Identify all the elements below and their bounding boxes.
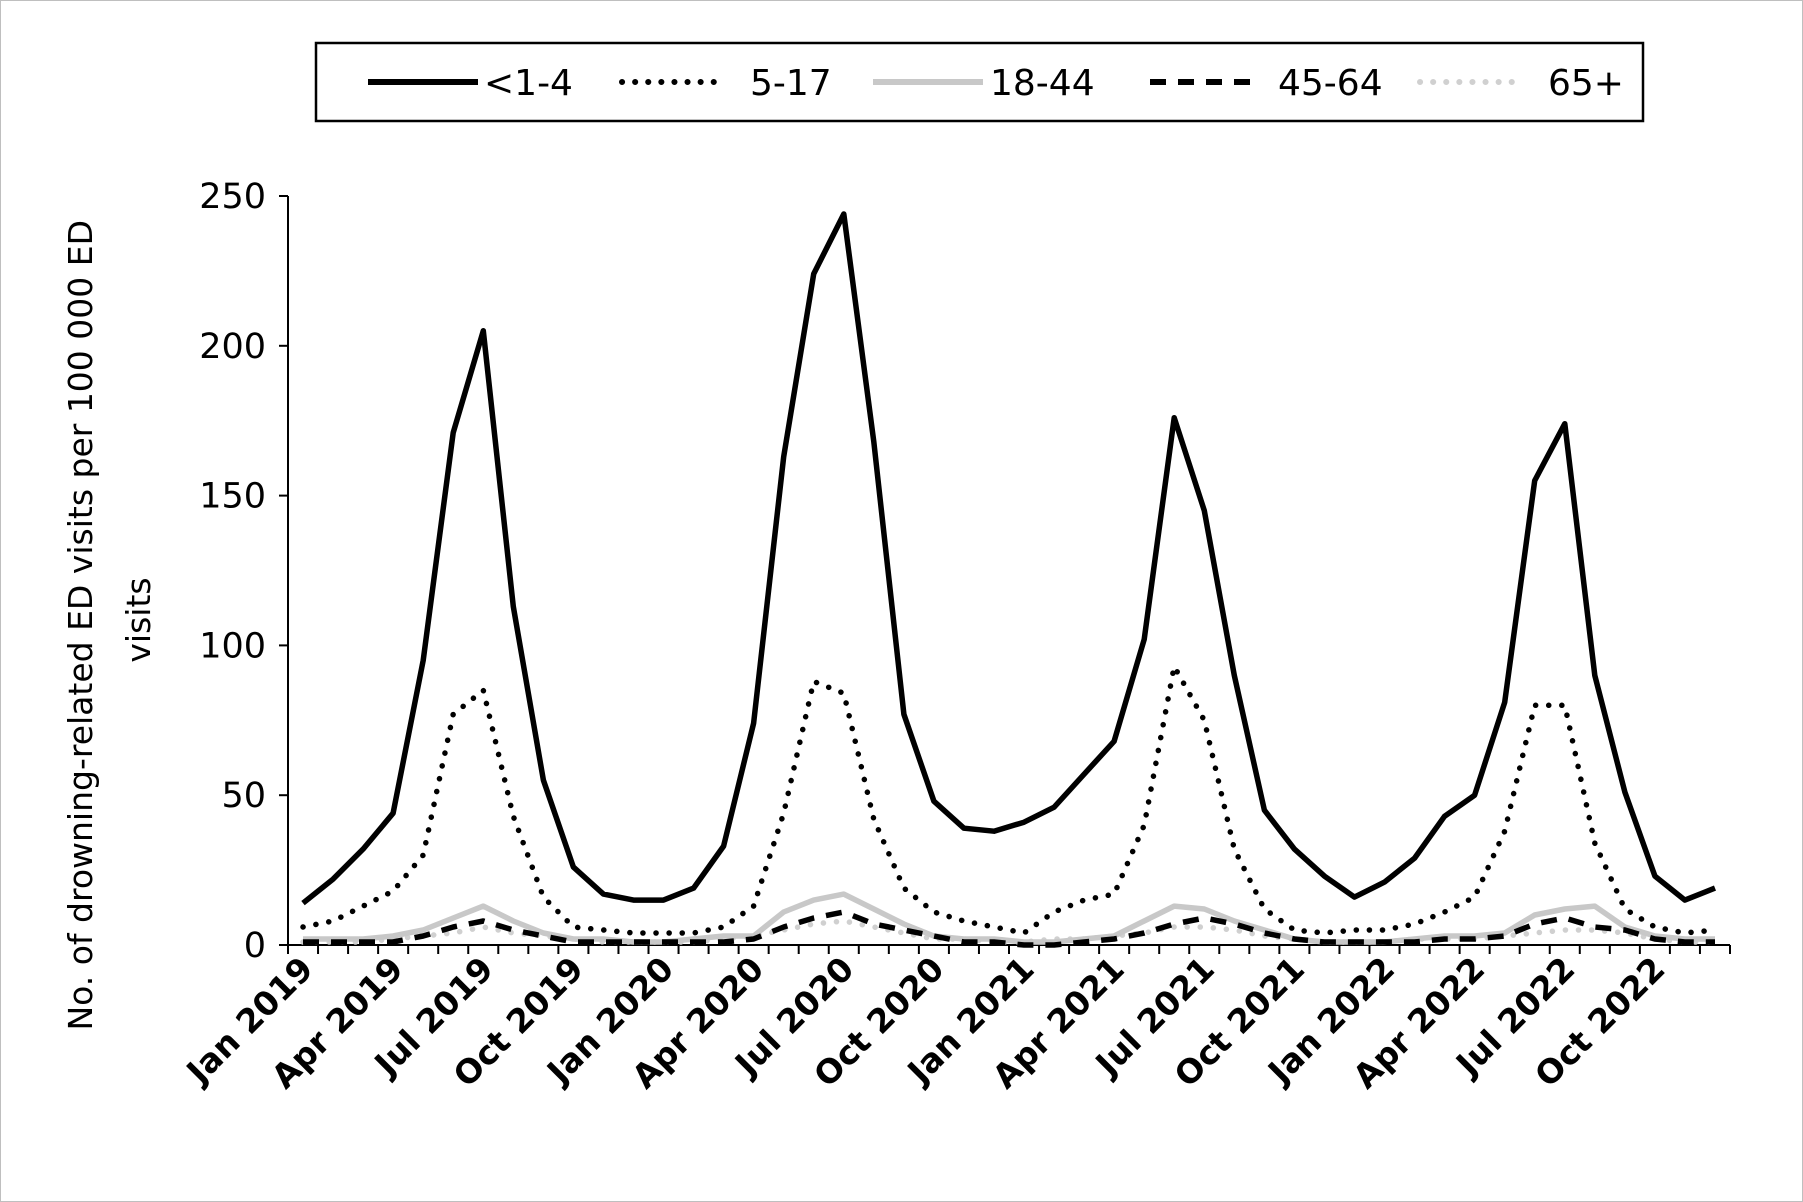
y-tick-label: 150 <box>199 477 266 517</box>
y-tick-label: 100 <box>199 626 266 666</box>
legend-label-0: <1-4 <box>484 63 573 104</box>
y-tick-label: 250 <box>199 177 266 217</box>
series-line-3 <box>303 909 1715 948</box>
legend-label-2: 18-44 <box>990 63 1095 104</box>
legend-label-4: 65+ <box>1548 63 1624 104</box>
y-axis-label-line-2: visits <box>119 577 158 662</box>
y-axis-label-line-1: No. of drowning-related ED visits per 10… <box>61 220 100 1031</box>
y-axis-ticks: 0 50 100 150 200 250 <box>199 177 288 966</box>
series-line-2 <box>303 891 1715 945</box>
legend-label-1: 5-17 <box>750 63 832 104</box>
y-tick-label: 200 <box>199 327 266 367</box>
series-layer <box>300 211 1718 948</box>
series-line-0 <box>301 211 1717 906</box>
legend-label-3: 45-64 <box>1278 63 1383 104</box>
y-tick-label: 0 <box>244 926 266 966</box>
y-tick-label: 50 <box>221 776 266 816</box>
legend: <1-4 5-17 18-44 45-64 65+ <box>368 63 1624 104</box>
y-axis-label: No. of drowning-related ED visits per 10… <box>61 209 158 1030</box>
